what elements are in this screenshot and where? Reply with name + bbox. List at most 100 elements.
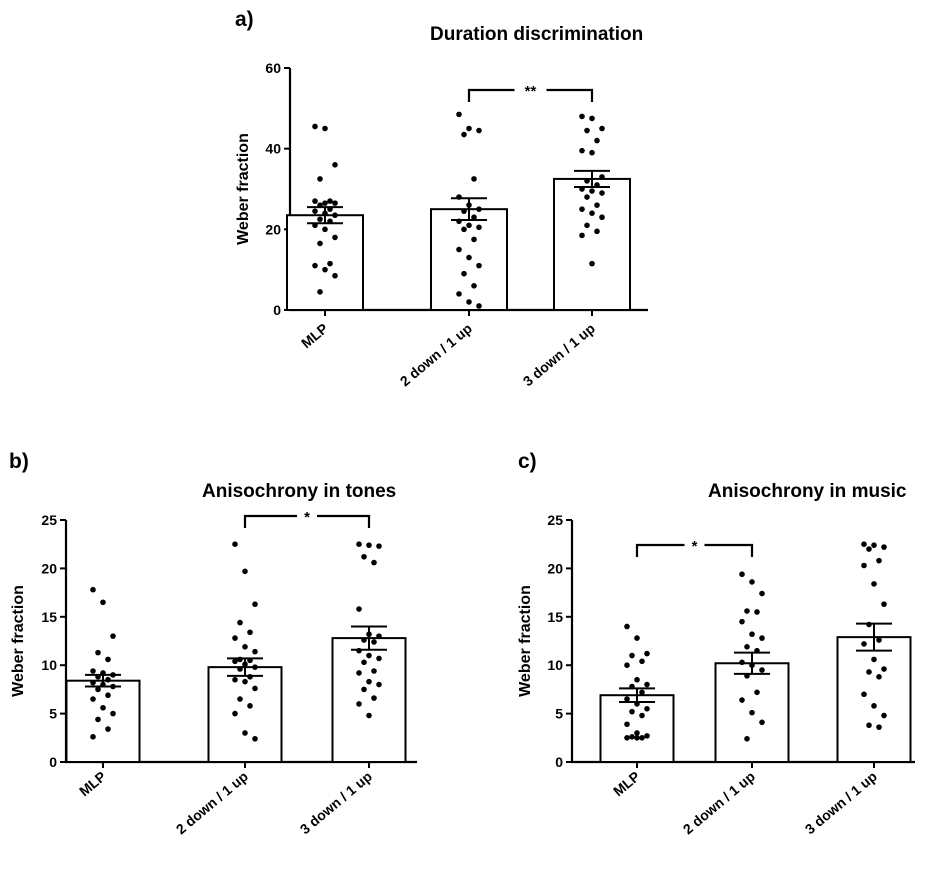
data-point — [232, 710, 238, 717]
data-point — [744, 673, 750, 679]
data-point — [361, 686, 367, 693]
data-point — [376, 655, 382, 662]
data-point — [247, 674, 253, 680]
data-point — [232, 635, 238, 641]
data-point — [589, 149, 595, 156]
data-point — [749, 631, 755, 638]
data-point — [105, 692, 111, 699]
data-point — [90, 586, 96, 593]
category-label: 2 down / 1 up — [173, 768, 251, 837]
data-point — [90, 734, 96, 740]
data-point — [871, 656, 877, 663]
data-point — [322, 226, 328, 233]
data-point — [371, 668, 377, 674]
data-point — [594, 137, 600, 144]
data-point — [644, 650, 650, 657]
data-point — [110, 633, 116, 639]
data-point — [332, 272, 338, 279]
data-point — [754, 609, 760, 615]
data-point — [366, 712, 372, 719]
data-point — [876, 637, 882, 643]
chart-title: Duration discrimination — [430, 24, 643, 45]
data-point — [356, 541, 362, 547]
data-point — [376, 543, 382, 549]
data-point — [471, 236, 477, 243]
data-point — [356, 647, 362, 654]
data-point — [754, 689, 760, 696]
data-point — [881, 544, 887, 550]
data-point — [476, 224, 482, 231]
data-point — [866, 621, 872, 628]
data-point — [252, 685, 258, 692]
data-point — [594, 202, 600, 208]
category-label: 3 down / 1 up — [520, 320, 598, 389]
data-point — [579, 186, 585, 192]
data-point — [232, 541, 238, 547]
chart-title: Anisochrony in music — [708, 481, 907, 502]
data-point — [744, 608, 750, 614]
data-point — [252, 648, 258, 655]
data-point — [110, 672, 116, 678]
data-point — [110, 683, 116, 690]
data-point — [312, 262, 318, 269]
data-point — [322, 200, 328, 206]
data-point — [584, 178, 590, 184]
data-point — [881, 712, 887, 719]
data-point — [252, 735, 258, 742]
category-label: 2 down / 1 up — [680, 768, 758, 837]
significance-bracket-left — [635, 543, 685, 557]
data-point — [237, 696, 243, 702]
data-point — [312, 208, 318, 214]
data-point — [749, 662, 755, 668]
data-point — [317, 289, 323, 295]
data-point — [589, 260, 595, 267]
data-point — [461, 131, 467, 138]
data-point — [100, 670, 106, 676]
y-tick-label: 25 — [41, 512, 57, 528]
data-point — [861, 641, 867, 647]
data-point — [327, 218, 333, 225]
data-point — [759, 635, 765, 641]
significance-bracket-right — [317, 514, 371, 528]
data-point — [247, 703, 253, 709]
y-tick-label: 20 — [41, 560, 57, 576]
data-point — [639, 658, 645, 665]
data-point — [871, 703, 877, 709]
data-point — [634, 735, 640, 741]
data-point — [754, 647, 760, 654]
data-point — [866, 546, 872, 552]
data-point — [242, 661, 248, 668]
category-label: 3 down / 1 up — [802, 768, 880, 837]
panel-letter: a) — [235, 8, 254, 31]
data-point — [90, 679, 96, 686]
data-point — [366, 542, 372, 548]
category-label: MLP — [298, 320, 331, 351]
data-point — [634, 676, 640, 683]
data-point — [322, 266, 328, 273]
significance-label: * — [692, 538, 698, 555]
data-point — [242, 678, 248, 685]
data-point — [599, 125, 605, 132]
chart-title: Anisochrony in tones — [202, 481, 396, 502]
data-point — [579, 206, 585, 212]
y-tick-label: 0 — [49, 754, 57, 770]
data-point — [634, 635, 640, 641]
data-point — [456, 246, 462, 253]
data-point — [376, 681, 382, 688]
significance-bracket-left — [467, 88, 515, 102]
chart-panel-2: b) Anisochrony in tones Weber fraction 0 5 10… — [9, 450, 417, 837]
data-point — [599, 174, 605, 180]
data-point — [105, 656, 111, 663]
data-point — [644, 705, 650, 712]
data-point — [237, 619, 243, 626]
data-point — [866, 722, 872, 729]
data-point — [629, 734, 635, 740]
panel-letter: c) — [518, 450, 537, 473]
significance-bracket-right — [704, 543, 754, 557]
data-point — [232, 658, 238, 665]
data-point — [356, 701, 362, 707]
data-point — [471, 176, 477, 182]
y-tick-label: 20 — [547, 560, 563, 576]
data-point — [584, 127, 590, 134]
data-point — [639, 735, 645, 741]
